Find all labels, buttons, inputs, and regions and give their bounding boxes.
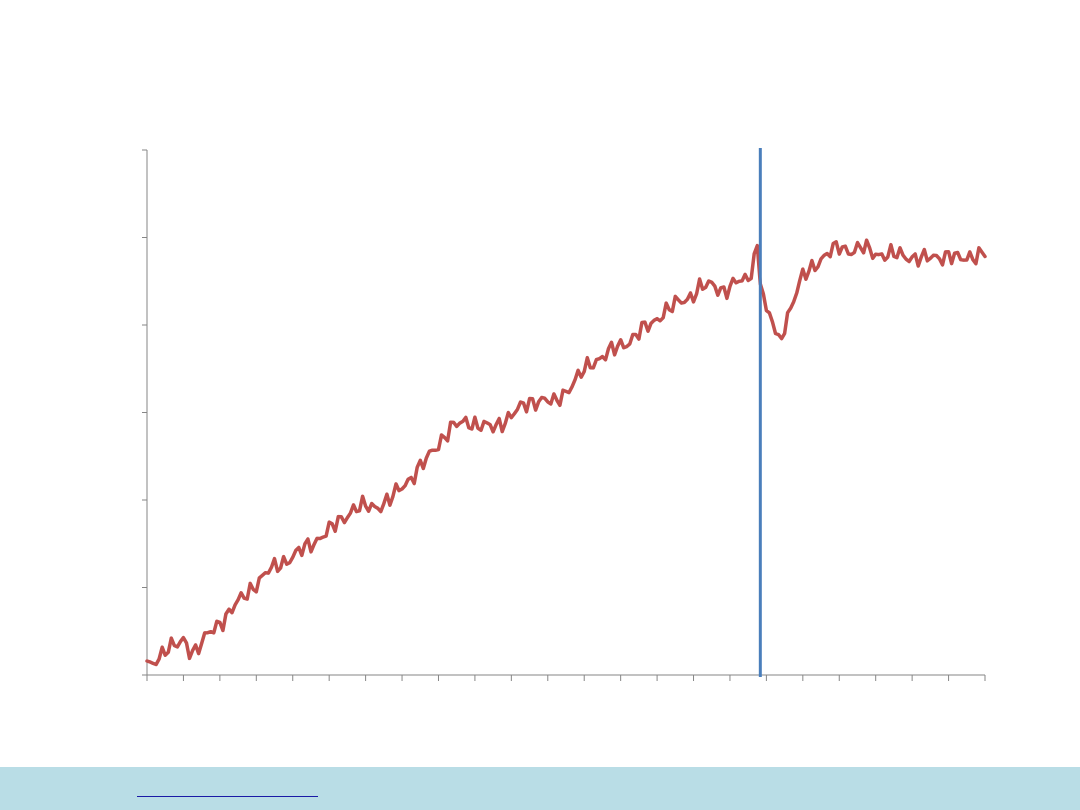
line-chart bbox=[142, 148, 987, 681]
footer-link[interactable] bbox=[137, 780, 318, 797]
footer-bar bbox=[0, 767, 1080, 810]
series-layer bbox=[145, 238, 987, 667]
chart-axes bbox=[142, 149, 986, 681]
series-line bbox=[145, 238, 987, 667]
